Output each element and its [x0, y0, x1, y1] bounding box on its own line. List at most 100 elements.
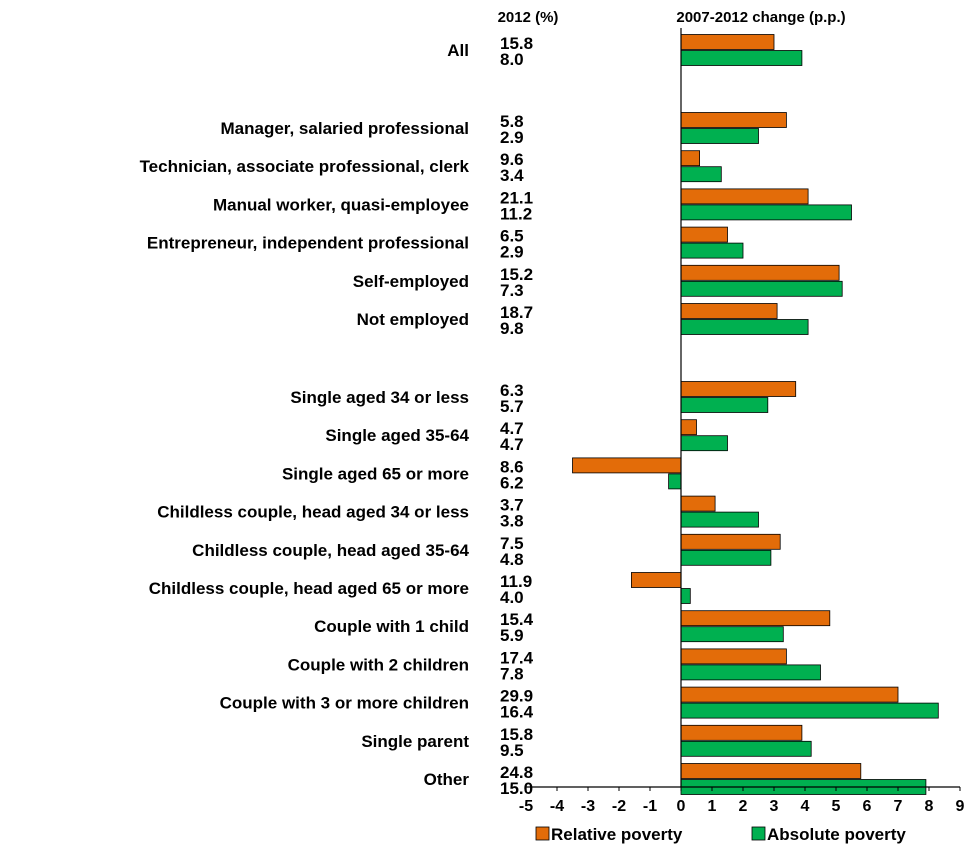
category-label: Entrepreneur, independent professional [147, 234, 469, 253]
x-tick-label: 9 [956, 798, 965, 815]
relative-poverty-bar [572, 457, 682, 474]
absolute-poverty-bar [680, 664, 821, 681]
category-label: Couple with 2 children [288, 655, 469, 674]
row-entrepreneur-independent-professional: Entrepreneur, independent professional 6.… [147, 226, 744, 262]
relative-poverty-bar [680, 419, 697, 436]
x-tick-label: 3 [770, 798, 779, 815]
relative-poverty-bar [680, 226, 728, 243]
x-tick-label: -1 [643, 798, 657, 815]
relative-poverty-level-label: 15.2 [500, 265, 533, 284]
category-label: Technician, associate professional, cler… [140, 157, 470, 176]
absolute-poverty-level-label: 4.7 [500, 435, 524, 454]
row-all: All 15.88.0 [447, 34, 803, 69]
category-label: Childless couple, head aged 34 or less [157, 503, 469, 522]
relative-poverty-level-label: 11.9 [500, 572, 532, 591]
absolute-poverty-bar [680, 50, 803, 66]
absolute-poverty-bar [680, 397, 769, 413]
legend-swatch-absolute [751, 826, 766, 841]
relative-poverty-bar [680, 495, 716, 512]
relative-poverty-level-label: 17.4 [500, 648, 534, 667]
relative-poverty-level-label: 7.5 [500, 534, 524, 553]
x-tick-label: -2 [612, 798, 626, 815]
category-label: Manual worker, quasi-employee [213, 195, 469, 214]
row-single-aged-65-or-more: Single aged 65 or more 8.66.2 [282, 457, 682, 492]
absolute-poverty-level-label: 3.4 [500, 166, 524, 185]
category-label: Other [424, 770, 470, 789]
legend: Relative poverty Absolute poverty [535, 825, 906, 844]
row-childless-couple-head-aged-34-or-less: Childless couple, head aged 34 or less 3.… [157, 495, 759, 531]
row-technician-associate-professional-clerk: Technician, associate professional, cler… [140, 150, 722, 185]
absolute-poverty-level-label: 6.2 [500, 473, 524, 492]
category-label: Single parent [361, 732, 469, 751]
x-tick-label: 5 [832, 798, 841, 815]
category-label: Single aged 35-64 [325, 426, 469, 445]
relative-poverty-bar [631, 572, 682, 588]
relative-poverty-bar [680, 34, 775, 50]
absolute-poverty-bar [680, 319, 809, 335]
relative-poverty-bar [680, 264, 840, 281]
absolute-poverty-bar [680, 549, 772, 566]
absolute-poverty-bar [680, 626, 784, 643]
x-tick-label: -5 [519, 798, 533, 815]
x-tick-label: 0 [677, 798, 686, 815]
relative-poverty-level-label: 6.5 [500, 227, 524, 246]
category-label: Manager, salaried professional [221, 119, 469, 138]
category-label: All [447, 41, 469, 60]
absolute-poverty-bar [680, 702, 939, 719]
relative-poverty-bar [680, 724, 803, 741]
row-single-aged-34-or-less: Single aged 34 or less 6.35.7 [290, 381, 797, 416]
x-tick-label: 4 [801, 798, 810, 815]
relative-poverty-bar [680, 763, 862, 779]
relative-poverty-level-label: 9.6 [500, 150, 524, 169]
absolute-poverty-bar [680, 204, 852, 221]
absolute-poverty-level-label: 16.4 [500, 703, 534, 722]
relative-poverty-bar [680, 150, 701, 167]
x-tick-label: 6 [863, 798, 872, 815]
absolute-poverty-level-label: 2.9 [500, 243, 524, 262]
x-tick-label: -4 [550, 798, 564, 815]
absolute-poverty-level-label: 5.7 [500, 397, 524, 416]
relative-poverty-bar [680, 381, 797, 397]
absolute-poverty-level-label: 4.8 [500, 550, 524, 569]
relative-poverty-level-label: 6.3 [500, 381, 524, 400]
relative-poverty-level-label: 24.8 [500, 763, 533, 782]
absolute-poverty-level-label: 11.2 [500, 204, 532, 223]
category-label: Single aged 65 or more [282, 464, 469, 483]
x-tick-label: 8 [925, 798, 934, 815]
relative-poverty-level-label: 15.4 [500, 610, 534, 629]
relative-poverty-level-label: 4.7 [500, 419, 524, 438]
absolute-poverty-level-label: 9.5 [500, 741, 524, 760]
absolute-poverty-level-label: 7.8 [500, 664, 524, 683]
relative-poverty-level-label: 15.8 [500, 725, 533, 744]
relative-poverty-bar [680, 610, 831, 627]
relative-poverty-level-label: 18.7 [500, 303, 533, 322]
relative-poverty-bar [680, 686, 899, 703]
absolute-poverty-level-label: 4.0 [500, 588, 524, 607]
row-self-employed: Self-employed 15.27.3 [353, 264, 843, 300]
relative-poverty-level-label: 5.8 [500, 112, 524, 131]
relative-poverty-bar [680, 303, 778, 319]
legend-label-absolute: Absolute poverty [767, 825, 906, 844]
row-couple-with-1-child: Couple with 1 child 15.45.9 [314, 610, 831, 645]
absolute-poverty-bar [680, 166, 722, 183]
row-couple-with-2-children: Couple with 2 children 17.47.8 [288, 648, 821, 683]
relative-poverty-level-label: 15.8 [500, 34, 533, 53]
values-column-header: 2012 (%) [498, 9, 559, 26]
legend-swatch-relative [535, 826, 550, 841]
relative-poverty-bar [680, 188, 809, 205]
row-manual-worker-quasi-employee: Manual worker, quasi-employee 21.111.2 [213, 188, 852, 223]
row-single-parent: Single parent 15.89.5 [361, 724, 812, 760]
absolute-poverty-level-label: 8.0 [500, 50, 524, 69]
legend-label-relative: Relative poverty [551, 825, 683, 844]
category-label: Couple with 3 or more children [220, 694, 469, 713]
relative-poverty-level-label: 21.1 [500, 188, 533, 207]
absolute-poverty-bar [668, 473, 682, 490]
relative-poverty-level-label: 29.9 [500, 687, 533, 706]
category-label: Childless couple, head aged 35-64 [192, 541, 469, 560]
relative-poverty-bar [680, 648, 787, 665]
row-couple-with-3-or-more-children: Couple with 3 or more children 29.916.4 [220, 687, 939, 722]
absolute-poverty-level-label: 9.8 [500, 319, 524, 338]
row-not-employed: Not employed 18.79.8 [357, 303, 809, 338]
